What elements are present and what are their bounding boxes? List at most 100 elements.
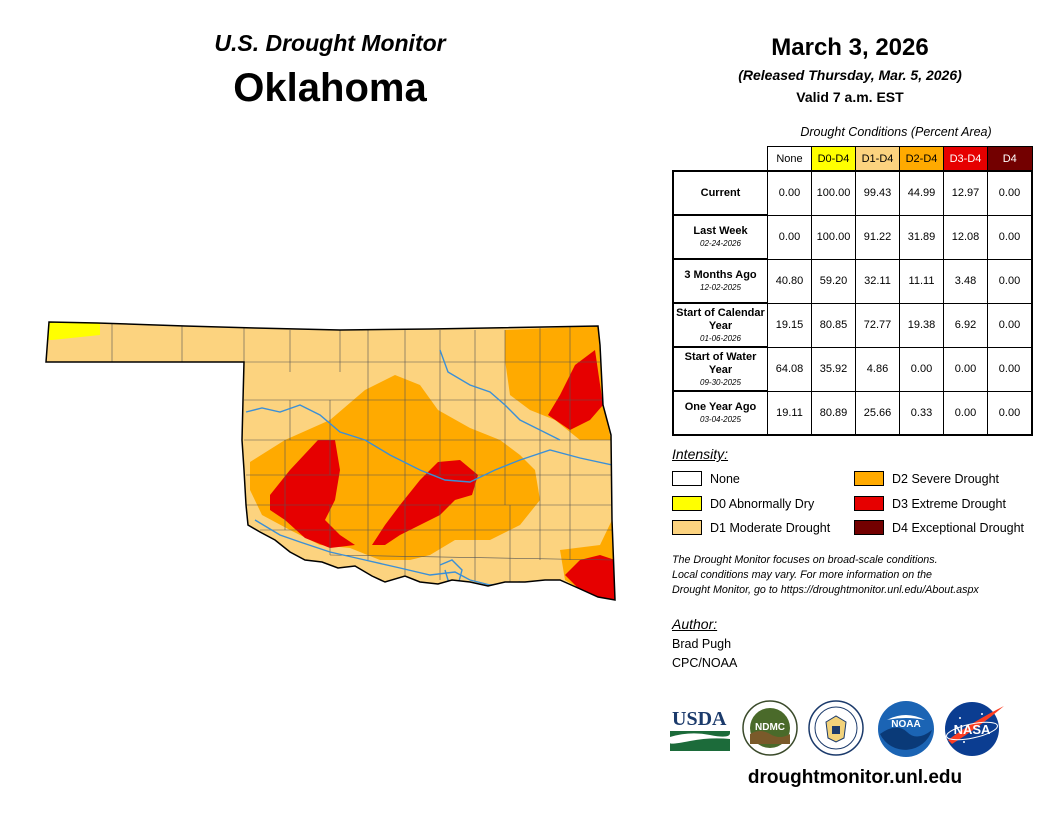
website-url[interactable]: droughtmonitor.unl.edu	[747, 767, 963, 788]
row-date: 03-04-2025	[700, 415, 741, 424]
usda-logo: USDA	[670, 708, 730, 751]
table-cell: 0.00	[767, 214, 812, 260]
table-corner	[673, 147, 768, 172]
table-row: Last Week 02-24-2026 0.00 100.00 91.22 31.89 1…	[672, 214, 1033, 260]
table-row: Current 0.00 100.00 99.43 44.99 12.97 0.00	[672, 170, 1033, 216]
note-line: The Drought Monitor focuses on broad-sca…	[672, 554, 938, 566]
row-date: 12-02-2025	[700, 283, 741, 292]
table-cell: 4.86	[855, 346, 900, 392]
valid-time: Valid 7 a.m. EST	[796, 89, 904, 105]
noaa-logo-text: NOAA	[891, 719, 920, 730]
author-title: Author:	[672, 616, 718, 632]
row-label: Start of Calendar Year 01-06-2026	[672, 302, 768, 348]
table-cell: 40.80	[767, 258, 812, 304]
table-cell: 80.85	[811, 302, 856, 348]
table-cell: 31.89	[899, 214, 944, 260]
column-header: D4	[987, 146, 1033, 172]
table-cell: 0.00	[767, 170, 812, 216]
rivers	[245, 349, 613, 587]
legend-label: None	[710, 471, 740, 486]
row-label: One Year Ago 03-04-2025	[672, 390, 768, 436]
table-cell: 100.00	[811, 214, 856, 260]
legend-item-d4: D4 Exceptional Drought	[854, 520, 1024, 535]
table-cell: 19.11	[767, 390, 812, 436]
table-cell: 0.00	[987, 258, 1033, 304]
d0-region	[46, 322, 100, 340]
table-cell: 72.77	[855, 302, 900, 348]
table-cell: 0.00	[943, 390, 988, 436]
table-cell: 0.33	[899, 390, 944, 436]
legend-swatch	[854, 471, 884, 486]
d3-region-west	[270, 440, 355, 548]
table-cell: 0.00	[987, 390, 1033, 436]
legend-swatch	[672, 471, 702, 486]
map-date: March 3, 2026	[771, 34, 929, 61]
column-header: None	[767, 146, 812, 172]
legend-swatch	[854, 496, 884, 511]
noaa-logo: NOAA	[878, 701, 934, 757]
legend-label: D2 Severe Drought	[892, 471, 1000, 486]
column-header: D3-D4	[943, 146, 988, 172]
legend-label: D1 Moderate Drought	[710, 520, 831, 535]
row-label-text: Last Week	[693, 225, 748, 237]
table-cell: 12.08	[943, 214, 988, 260]
legend-label: D3 Extreme Drought	[892, 496, 1006, 511]
legend-swatch	[672, 496, 702, 511]
table-cell: 32.11	[855, 258, 900, 304]
table-cell: 6.92	[943, 302, 988, 348]
legend-item-d2: D2 Severe Drought	[854, 471, 999, 486]
row-label-text: One Year Ago	[684, 401, 757, 413]
table-title: Drought Conditions (Percent Area)	[800, 125, 992, 139]
d3-region-central	[372, 460, 478, 545]
d3-region-southeast	[565, 555, 615, 600]
author-name: Brad Pugh	[672, 637, 732, 651]
row-label-text: Start of Calendar Year	[676, 306, 765, 332]
table-cell: 25.66	[855, 390, 900, 436]
legend-swatch	[854, 520, 884, 535]
legend-item-none: None	[672, 471, 740, 486]
county-lines	[111, 322, 613, 582]
legend-title: Intensity:	[672, 446, 729, 462]
legend-swatch	[672, 520, 702, 535]
drought-conditions-table: None D0-D4 D1-D4 D2-D4 D3-D4 D4 Current 0.00 100…	[672, 146, 1033, 436]
table-cell: 44.99	[899, 170, 944, 216]
row-label: Current	[672, 170, 768, 216]
row-label-text: 3 Months Ago	[684, 269, 757, 281]
table-cell: 59.20	[811, 258, 856, 304]
table-cell: 0.00	[987, 170, 1033, 216]
disclaimer-note: The Drought Monitor focuses on broad-sca…	[672, 553, 1042, 598]
table-cell: 19.38	[899, 302, 944, 348]
table-cell: 91.22	[855, 214, 900, 260]
table-cell: 0.00	[987, 346, 1033, 392]
drought-map	[45, 321, 616, 601]
release-date: (Released Thursday, Mar. 5, 2026)	[738, 67, 962, 83]
table-cell: 0.00	[943, 346, 988, 392]
table-cell: 99.43	[855, 170, 900, 216]
nasa-logo: NASA	[945, 702, 1004, 756]
table-row: 3 Months Ago 12-02-2025 40.80 59.20 32.11 11.…	[672, 258, 1033, 304]
table-cell: 0.00	[899, 346, 944, 392]
legend-item-d0: D0 Abnormally Dry	[672, 496, 814, 511]
column-header: D0-D4	[811, 146, 856, 172]
row-date: 09-30-2025	[700, 377, 741, 387]
table-row: One Year Ago 03-04-2025 19.11 80.89 25.66 0.3…	[672, 390, 1033, 436]
column-header: D1-D4	[855, 146, 900, 172]
row-date: 02-24-2026	[700, 239, 741, 248]
legend-item-d3: D3 Extreme Drought	[854, 496, 1006, 511]
row-label-text: Start of Water Year	[684, 350, 757, 376]
row-label: Last Week 02-24-2026	[672, 214, 768, 260]
legend-label: D0 Abnormally Dry	[710, 496, 815, 511]
table-cell: 19.15	[767, 302, 812, 348]
table-cell: 3.48	[943, 258, 988, 304]
column-header: D2-D4	[899, 146, 944, 172]
state-title: Oklahoma	[233, 66, 427, 110]
note-line: Local conditions may vary. For more info…	[672, 569, 932, 581]
author-org: CPC/NOAA	[672, 656, 738, 670]
legend-item-d1: D1 Moderate Drought	[672, 520, 830, 535]
map-product-title: U.S. Drought Monitor	[214, 30, 446, 56]
row-date: 01-06-2026	[700, 333, 741, 343]
table-cell: 0.00	[987, 302, 1033, 348]
row-label: Start of Water Year 09-30-2025	[672, 346, 768, 392]
usda-logo-text: USDA	[672, 708, 727, 730]
state-border	[45, 321, 616, 601]
